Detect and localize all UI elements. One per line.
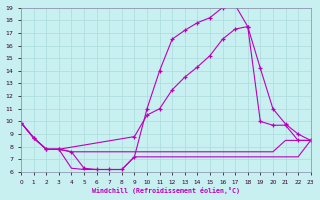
X-axis label: Windchill (Refroidissement éolien,°C): Windchill (Refroidissement éolien,°C) — [92, 187, 240, 194]
